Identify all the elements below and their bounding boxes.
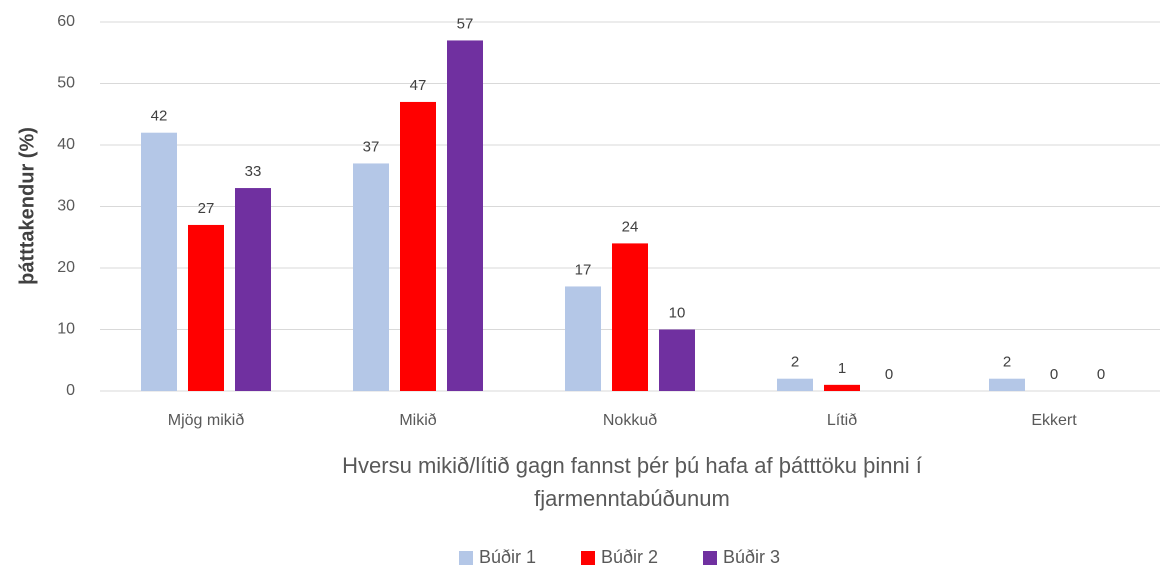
data-label: 47 — [410, 77, 427, 94]
bar — [777, 378, 813, 391]
bar — [824, 384, 860, 391]
legend-label: Búðir 2 — [601, 547, 658, 567]
y-tick-label: 10 — [57, 321, 75, 338]
data-label: 0 — [1050, 366, 1058, 383]
y-tick-label: 40 — [57, 136, 75, 153]
x-tick-label: Mjög mikið — [168, 412, 245, 429]
y-tick-label: 20 — [57, 259, 75, 276]
legend-swatch — [581, 551, 595, 565]
bar — [353, 163, 389, 391]
bar — [612, 243, 648, 391]
legend-swatch — [459, 551, 473, 565]
data-label: 10 — [669, 304, 686, 321]
data-label: 0 — [885, 366, 893, 383]
data-label: 27 — [198, 200, 215, 217]
data-label: 24 — [622, 218, 639, 235]
bar — [565, 286, 601, 391]
y-tick-label: 50 — [57, 75, 75, 92]
data-label: 17 — [575, 261, 592, 278]
bar — [188, 224, 224, 391]
y-tick-label: 60 — [57, 13, 75, 30]
data-label: 42 — [151, 108, 168, 125]
bar — [659, 329, 695, 391]
y-tick-label: 0 — [66, 382, 75, 399]
x-tick-label: Ekkert — [1031, 412, 1077, 429]
bar — [141, 132, 177, 391]
x-axis-label: Hversu mikið/lítið gagn fannst þér þú ha… — [342, 453, 922, 478]
bar — [989, 378, 1025, 391]
data-label: 1 — [838, 360, 846, 377]
x-tick-label: Lítið — [827, 412, 857, 429]
legend-label: Búðir 3 — [723, 547, 780, 567]
bar — [235, 188, 271, 391]
x-axis-label: fjarmenntabúðunum — [534, 486, 730, 511]
data-label: 2 — [1003, 354, 1011, 371]
bar — [400, 101, 436, 391]
data-label: 2 — [791, 354, 799, 371]
y-axis-label: þátttakendur (%) — [16, 127, 38, 285]
x-tick-label: Nokkuð — [603, 412, 657, 429]
data-label: 57 — [457, 15, 474, 32]
y-tick-label: 30 — [57, 198, 75, 215]
x-tick-label: Mikið — [399, 412, 436, 429]
data-label: 33 — [245, 163, 262, 180]
bar — [447, 40, 483, 391]
data-label: 37 — [363, 138, 380, 155]
legend-swatch — [703, 551, 717, 565]
legend-label: Búðir 1 — [479, 547, 536, 567]
data-label: 0 — [1097, 366, 1105, 383]
